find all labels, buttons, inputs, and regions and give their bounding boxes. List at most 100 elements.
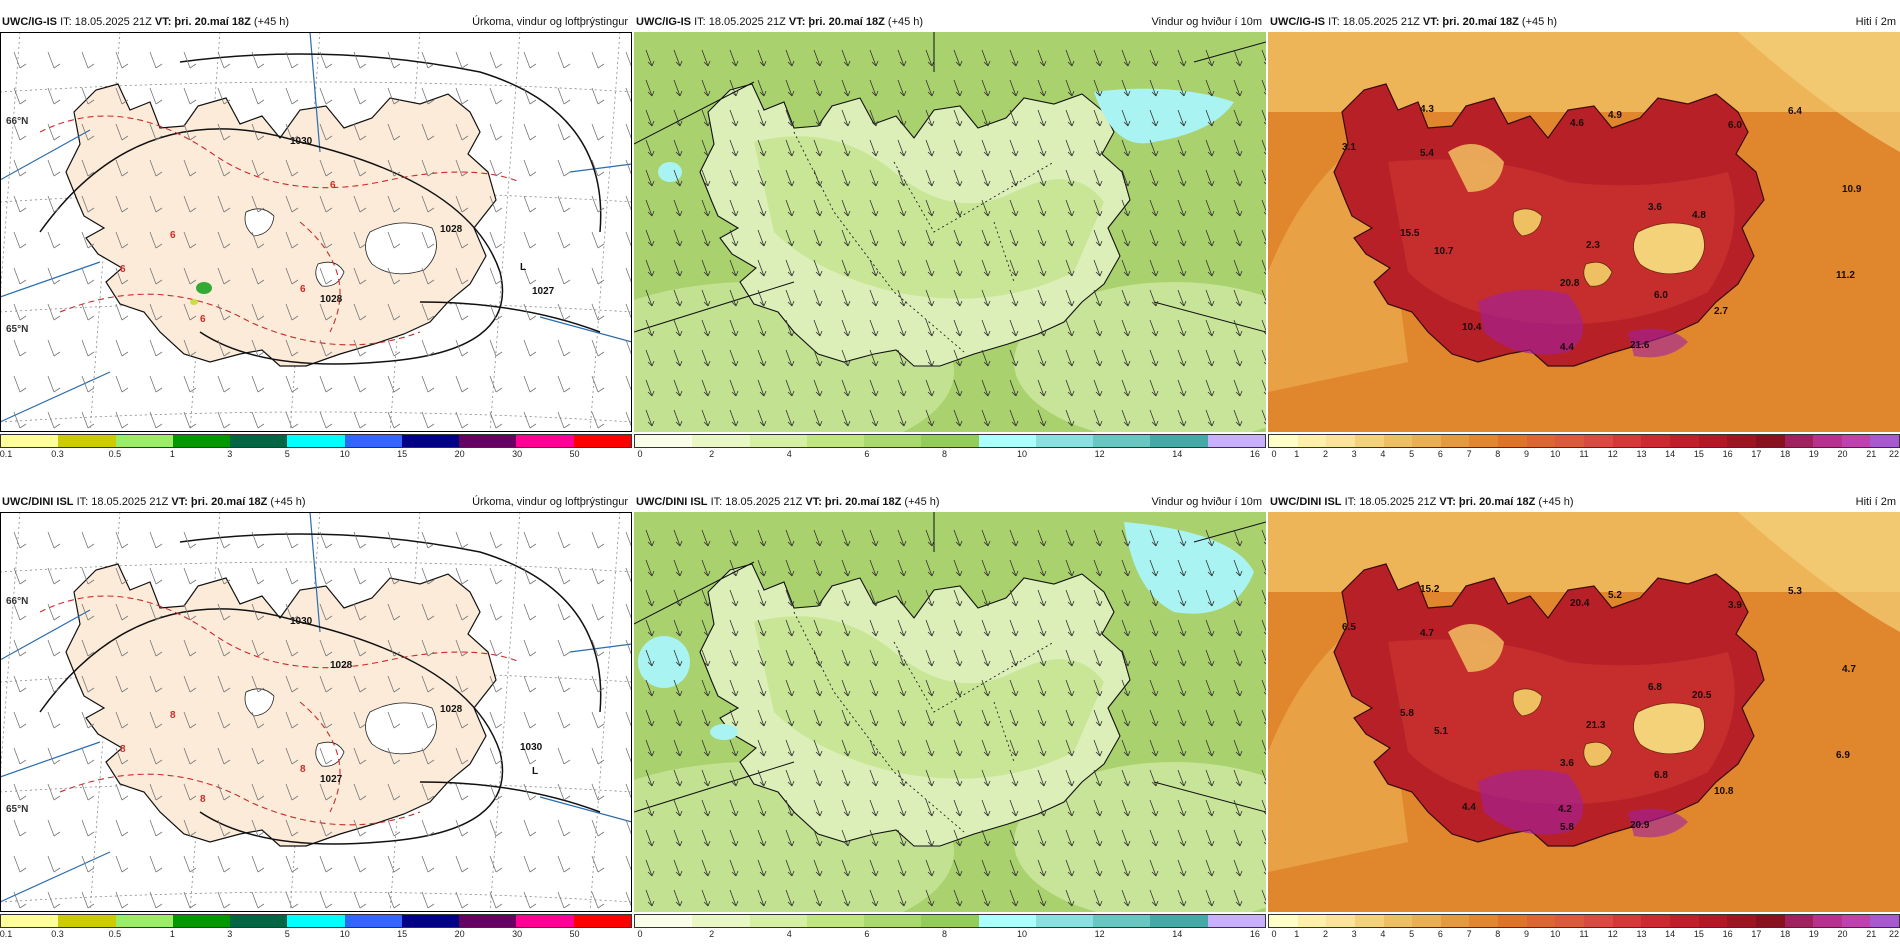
colorbar-tick: 14 [1172,929,1183,939]
colorbar-tick: 4 [1380,929,1386,939]
temperature-label: 4.7 [1842,664,1856,675]
colorbar-tick: 0 [1271,929,1277,939]
colorbar-tick: 0 [1271,449,1277,459]
colorbar-swatch [58,435,116,447]
colorbar [1268,434,1900,448]
init-time: IT: 18.05.2025 21Z [694,16,786,28]
colorbar [634,914,1266,928]
valid-time: þri. 20.maí 18Z [808,16,885,28]
temperature-label: 5.3 [1788,586,1802,597]
colorbar-swatch [1207,435,1265,447]
panel-title: Hiti í 2m [1855,496,1896,508]
colorbar-swatch [344,915,402,927]
map-canvas[interactable]: 6.5 15.2 20.4 5.2 4.7 3.9 5.3 5.8 5.1 6.8 20.5 21.3… [1268,512,1900,912]
colorbar-swatch [806,915,865,927]
map-svg [634,32,1266,432]
colorbar-tick: 10 [1017,929,1028,939]
colorbar-tick: 30 [512,449,523,459]
temperature-label: 4.3 [1420,104,1434,115]
colorbar-swatch [692,915,750,927]
colorbar-tick: 0 [637,929,643,939]
temperature-label: 4.7 [1420,628,1434,639]
lead-time: (+45 h) [904,496,940,508]
valid-time-label: VT: [171,496,188,508]
temperature-label: 2.7 [1714,306,1728,317]
init-time: IT: 18.05.2025 21Z [60,16,152,28]
panel-header: UWC/IG-IS IT: 18.05.2025 21Z VT: þri. 20… [1268,12,1900,32]
temperature-label: 15.2 [1420,584,1440,595]
temperature-label: 21.3 [1586,720,1606,731]
map-label: 6 [120,264,126,275]
colorbar-swatch [1727,915,1756,927]
colorbar-tick: 5 [284,449,290,459]
colorbar-tick: 22 [1888,929,1900,939]
map-label: 8 [200,794,206,805]
colorbar-swatch [1440,435,1470,447]
panel-title: Hiti í 2m [1855,16,1896,28]
lead-time: (+45 h) [270,496,306,508]
colorbar-tick: 19 [1808,929,1819,939]
colorbar-swatch [1498,915,1527,927]
temperature-label: 3.1 [1342,142,1356,153]
colorbar-swatch [1641,435,1670,447]
colorbar-swatch [749,915,807,927]
map-canvas[interactable] [634,32,1266,432]
map-canvas[interactable] [634,512,1266,912]
colorbar-swatch [1784,435,1814,447]
colorbar-tick: 5 [284,929,290,939]
colorbar-swatch [1870,915,1900,927]
map-label: 8 [170,710,176,721]
colorbar-swatch [573,915,631,927]
colorbar-tick: 18 [1780,449,1791,459]
valid-time-label: VT: [154,16,172,28]
temperature-label: 4.6 [1570,118,1584,129]
valid-time-label: VT: [805,496,822,508]
colorbar-swatch [1093,435,1151,447]
temperature-label: 2.3 [1586,240,1600,251]
temperature-label: 21.6 [1630,340,1650,351]
colorbar-tick: 13 [1636,929,1647,939]
colorbar-tick: 0.5 [108,449,122,459]
colorbar-tick: 19 [1808,449,1819,459]
colorbar-swatch [344,435,402,447]
colorbar-tick: 7 [1466,449,1472,459]
colorbar-swatch [1207,915,1265,927]
colorbar-tick: 17 [1751,449,1762,459]
colorbar-tick: 1 [169,929,175,939]
temperature-label: 10.7 [1434,246,1454,257]
map-canvas[interactable]: 1030 1028 1027 L 1030 1028 8 8 8 8 66°N 65°N [0,512,632,912]
colorbar-tick: 21 [1866,929,1877,939]
map-canvas[interactable]: 3.1 4.3 4.6 4.9 5.4 6.0 6.4 15.5 10.7 3.6 4.8 2.3 10… [1268,32,1900,432]
colorbar-swatch [635,435,693,447]
model-name: UWC/IG-IS [1270,16,1325,28]
colorbar-swatch [635,915,693,927]
colorbar-swatch [1727,435,1756,447]
temperature-label: 10.4 [1462,322,1482,333]
colorbar-tick: 22 [1888,449,1900,459]
valid-time: þri. 20.maí 18Z [174,16,251,28]
colorbar-swatch [516,435,574,447]
map-panel-p2: UWC/IG-IS IT: 18.05.2025 21Z VT: þri. 20… [634,12,1266,472]
colorbar-swatch [1698,915,1728,927]
init-time: IT: 18.05.2025 21Z [710,496,803,508]
colorbar-tick: 4 [786,449,792,459]
colorbar-swatch [172,435,231,447]
panel-title: Úrkoma, vindur og loftþrýstingur [472,16,628,28]
colorbar-swatch [1612,915,1642,927]
map-canvas[interactable]: 1030 1028 1028 1027 L 6 6 6 6 6 66°N 65°N [0,32,632,432]
panel-header: UWC/IG-IS IT: 18.05.2025 21Z VT: þri. 20… [0,12,632,32]
colorbar-swatch [287,915,345,927]
map-label: 1030 [520,742,543,753]
colorbar-swatch [58,915,116,927]
temperature-label: 5.2 [1608,590,1622,601]
temperature-label: 6.0 [1654,290,1668,301]
lead-time: (+45 h) [1538,496,1574,508]
colorbar-tick: 13 [1636,449,1647,459]
colorbar-tick: 10 [339,449,350,459]
colorbar-tick: 8 [941,449,947,459]
map-label: 6 [330,180,336,191]
colorbar-swatch [978,915,1036,927]
map-label: L [520,262,526,273]
map-label: 1028 [440,704,463,715]
colorbar-swatch [1584,435,1613,447]
